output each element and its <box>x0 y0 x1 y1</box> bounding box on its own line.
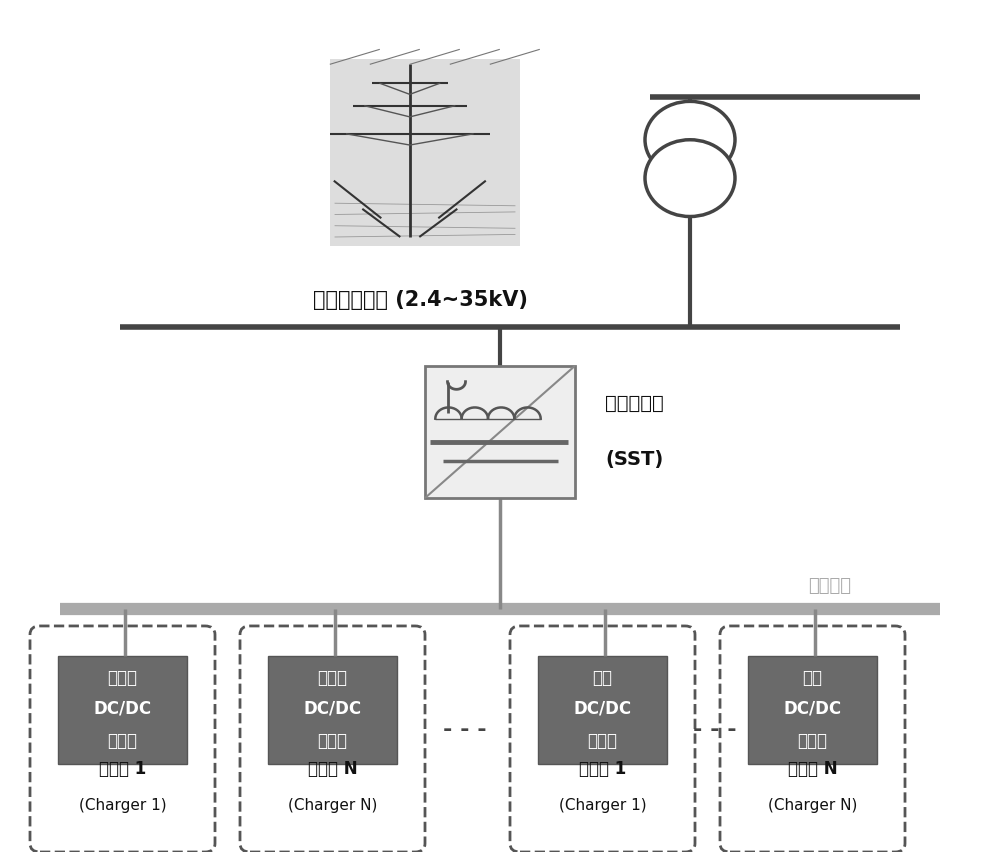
Text: DC/DC: DC/DC <box>783 699 842 717</box>
Text: 隔离: 隔离 <box>802 669 822 687</box>
Text: - - -: - - - <box>443 719 487 739</box>
Text: (Charger N): (Charger N) <box>288 797 377 812</box>
FancyBboxPatch shape <box>720 626 905 852</box>
Text: 充电器 N: 充电器 N <box>308 759 357 777</box>
Bar <box>268 656 397 764</box>
Bar <box>330 60 520 247</box>
Text: 隔离: 隔离 <box>592 669 612 687</box>
Text: - - -: - - - <box>693 719 737 739</box>
Text: DC/DC: DC/DC <box>573 699 632 717</box>
Text: (Charger N): (Charger N) <box>768 797 857 812</box>
Text: 固态变压器: 固态变压器 <box>605 394 664 413</box>
Text: 变换器: 变换器 <box>318 731 348 749</box>
Bar <box>538 656 667 764</box>
Text: 充电器 1: 充电器 1 <box>579 759 626 777</box>
Text: (Charger 1): (Charger 1) <box>79 797 166 812</box>
Text: 中压交流母线 (2.4~35kV): 中压交流母线 (2.4~35kV) <box>313 290 527 309</box>
FancyBboxPatch shape <box>240 626 425 852</box>
Text: 非隔离: 非隔离 <box>318 669 348 687</box>
FancyBboxPatch shape <box>30 626 215 852</box>
Text: 充电器 N: 充电器 N <box>788 759 837 777</box>
Text: 直流母线: 直流母线 <box>808 576 852 594</box>
Bar <box>748 656 877 764</box>
Text: 变换器: 变换器 <box>108 731 138 749</box>
Text: 非隔离: 非隔离 <box>108 669 138 687</box>
Text: (Charger 1): (Charger 1) <box>559 797 646 812</box>
Text: 变换器: 变换器 <box>588 731 618 749</box>
Text: 变换器: 变换器 <box>798 731 828 749</box>
Text: DC/DC: DC/DC <box>93 699 152 717</box>
Text: (SST): (SST) <box>605 449 663 469</box>
Text: 充电器 1: 充电器 1 <box>99 759 146 777</box>
Text: DC/DC: DC/DC <box>303 699 362 717</box>
Circle shape <box>645 102 735 179</box>
Bar <box>425 366 575 498</box>
Circle shape <box>645 141 735 217</box>
Bar <box>58 656 187 764</box>
FancyBboxPatch shape <box>510 626 695 852</box>
